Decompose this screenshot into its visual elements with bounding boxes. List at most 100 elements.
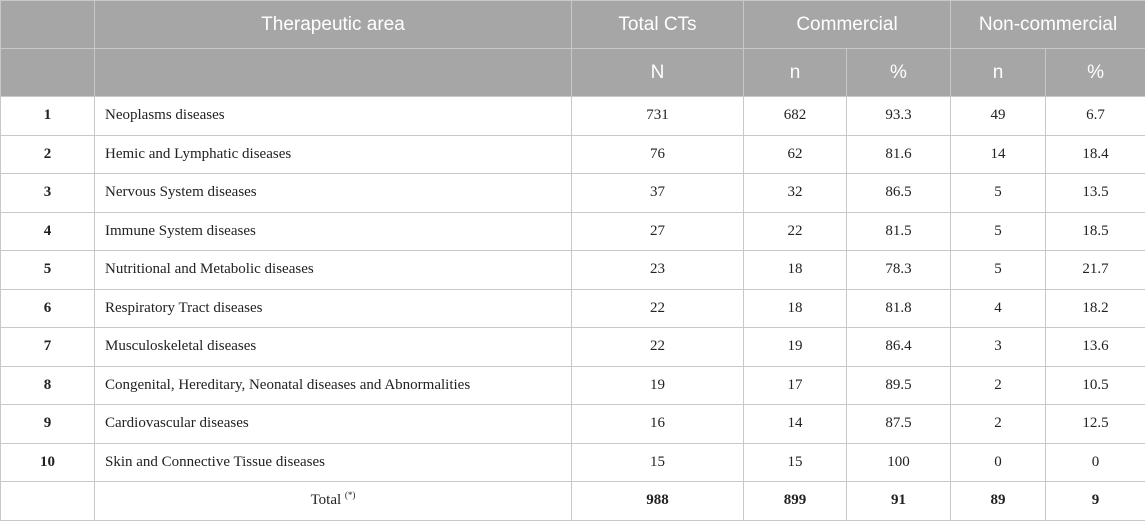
row-total-cts: 23 — [572, 251, 744, 290]
row-therapeutic-area: Respiratory Tract diseases — [95, 289, 572, 328]
total-commercial-pct: 91 — [847, 482, 951, 521]
row-commercial-n: 15 — [744, 443, 847, 482]
row-commercial-pct: 78.3 — [847, 251, 951, 290]
row-rank: 6 — [1, 289, 95, 328]
subheader-rank-blank — [1, 49, 95, 97]
row-rank: 3 — [1, 174, 95, 213]
row-non-commercial-n: 2 — [951, 366, 1046, 405]
row-commercial-pct: 81.6 — [847, 135, 951, 174]
subheader-commercial-n: n — [744, 49, 847, 97]
header-row-2: N n % n % — [1, 49, 1145, 97]
row-non-commercial-n: 49 — [951, 97, 1046, 136]
subheader-non-commercial-n: n — [951, 49, 1046, 97]
row-commercial-n: 17 — [744, 366, 847, 405]
row-commercial-pct: 86.4 — [847, 328, 951, 367]
row-non-commercial-pct: 18.4 — [1046, 135, 1145, 174]
row-non-commercial-pct: 18.2 — [1046, 289, 1145, 328]
row-therapeutic-area: Skin and Connective Tissue diseases — [95, 443, 572, 482]
header-non-commercial: Non-commercial — [951, 1, 1145, 49]
row-commercial-pct: 89.5 — [847, 366, 951, 405]
total-label-text: Total — [311, 492, 342, 508]
row-non-commercial-pct: 13.6 — [1046, 328, 1145, 367]
total-label: Total (*) — [95, 482, 572, 521]
total-non-commercial-n: 89 — [951, 482, 1046, 521]
row-non-commercial-pct: 12.5 — [1046, 405, 1145, 444]
row-non-commercial-pct: 0 — [1046, 443, 1145, 482]
row-rank: 1 — [1, 97, 95, 136]
row-therapeutic-area: Cardiovascular diseases — [95, 405, 572, 444]
row-total-cts: 15 — [572, 443, 744, 482]
row-commercial-pct: 93.3 — [847, 97, 951, 136]
row-commercial-pct: 100 — [847, 443, 951, 482]
row-commercial-n: 62 — [744, 135, 847, 174]
total-non-commercial-pct: 9 — [1046, 482, 1145, 521]
total-note: (*) — [345, 490, 356, 500]
subheader-total-n: N — [572, 49, 744, 97]
row-total-cts: 22 — [572, 328, 744, 367]
total-rank-blank — [1, 482, 95, 521]
total-commercial-n: 899 — [744, 482, 847, 521]
row-total-cts: 76 — [572, 135, 744, 174]
row-total-cts: 19 — [572, 366, 744, 405]
row-non-commercial-n: 5 — [951, 212, 1046, 251]
row-total-cts: 22 — [572, 289, 744, 328]
total-row: Total (*) 988 899 91 89 9 — [1, 482, 1145, 521]
row-therapeutic-area: Congenital, Hereditary, Neonatal disease… — [95, 366, 572, 405]
row-rank: 8 — [1, 366, 95, 405]
row-non-commercial-pct: 18.5 — [1046, 212, 1145, 251]
row-non-commercial-pct: 10.5 — [1046, 366, 1145, 405]
row-commercial-n: 682 — [744, 97, 847, 136]
subheader-commercial-pct: % — [847, 49, 951, 97]
row-rank: 2 — [1, 135, 95, 174]
header-commercial: Commercial — [744, 1, 951, 49]
row-rank: 7 — [1, 328, 95, 367]
row-total-cts: 27 — [572, 212, 744, 251]
row-total-cts: 37 — [572, 174, 744, 213]
total-ct-count: 988 — [572, 482, 744, 521]
row-commercial-pct: 81.5 — [847, 212, 951, 251]
header-row-1: Therapeutic area Total CTs Commercial No… — [1, 1, 1145, 49]
header-rank-blank — [1, 1, 95, 49]
row-non-commercial-n: 4 — [951, 289, 1046, 328]
row-rank: 5 — [1, 251, 95, 290]
row-commercial-n: 18 — [744, 289, 847, 328]
row-non-commercial-n: 3 — [951, 328, 1046, 367]
row-non-commercial-n: 14 — [951, 135, 1046, 174]
header-total-cts: Total CTs — [572, 1, 744, 49]
row-commercial-n: 18 — [744, 251, 847, 290]
row-non-commercial-pct: 21.7 — [1046, 251, 1145, 290]
row-rank: 4 — [1, 212, 95, 251]
row-rank: 9 — [1, 405, 95, 444]
row-therapeutic-area: Hemic and Lymphatic diseases — [95, 135, 572, 174]
row-commercial-n: 19 — [744, 328, 847, 367]
row-total-cts: 16 — [572, 405, 744, 444]
row-commercial-n: 32 — [744, 174, 847, 213]
row-therapeutic-area: Musculoskeletal diseases — [95, 328, 572, 367]
row-commercial-n: 14 — [744, 405, 847, 444]
row-commercial-pct: 87.5 — [847, 405, 951, 444]
row-commercial-n: 22 — [744, 212, 847, 251]
row-rank: 10 — [1, 443, 95, 482]
row-commercial-pct: 86.5 — [847, 174, 951, 213]
row-non-commercial-pct: 13.5 — [1046, 174, 1145, 213]
subheader-non-commercial-pct: % — [1046, 49, 1145, 97]
row-total-cts: 731 — [572, 97, 744, 136]
header-therapeutic-area: Therapeutic area — [95, 1, 572, 49]
row-non-commercial-n: 2 — [951, 405, 1046, 444]
row-therapeutic-area: Nutritional and Metabolic diseases — [95, 251, 572, 290]
row-non-commercial-n: 0 — [951, 443, 1046, 482]
row-non-commercial-pct: 6.7 — [1046, 97, 1145, 136]
row-therapeutic-area: Immune System diseases — [95, 212, 572, 251]
row-non-commercial-n: 5 — [951, 174, 1046, 213]
